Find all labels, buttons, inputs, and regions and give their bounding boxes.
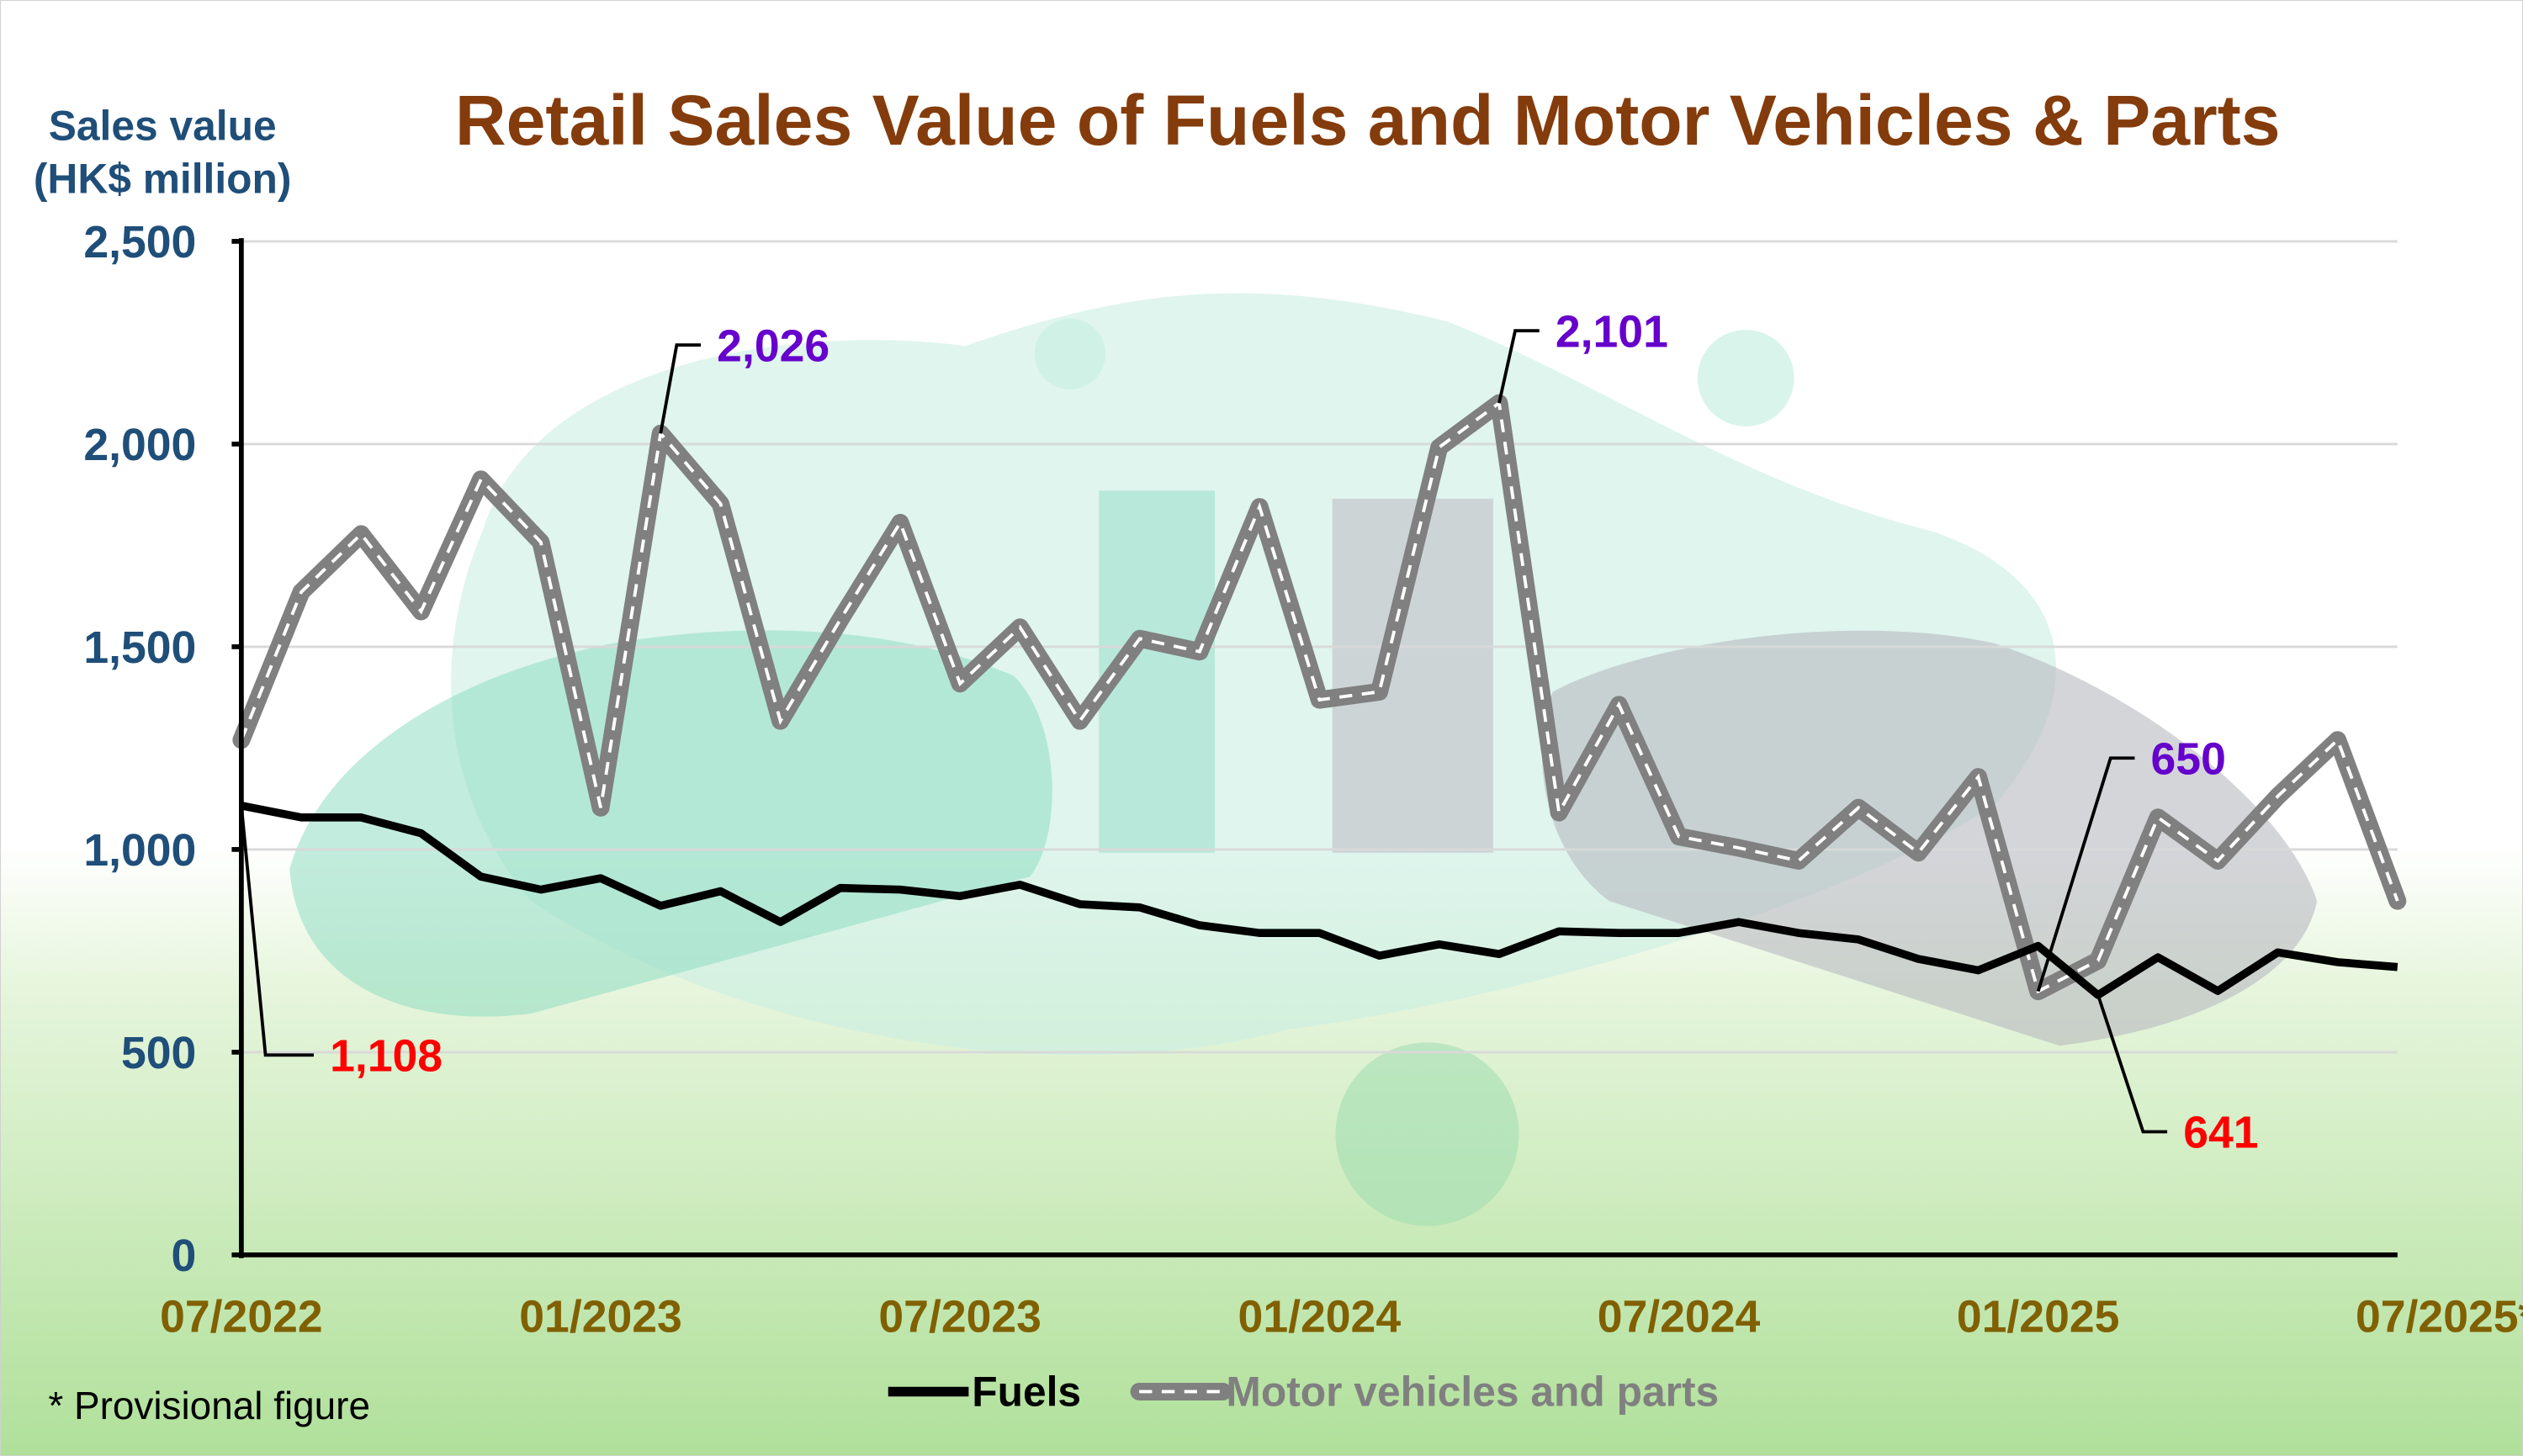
annotation-label: 650 — [2151, 734, 2226, 784]
y-tick-label: 2,500 — [83, 218, 196, 267]
footnote: * Provisional figure — [48, 1384, 370, 1427]
chart-title: Retail Sales Value of Fuels and Motor Ve… — [455, 81, 2281, 160]
y-axis-label-line1: Sales value — [49, 102, 277, 149]
mint-circle — [1697, 330, 1794, 426]
annotation-leader-line — [1497, 329, 1540, 404]
x-tick-label: 01/2023 — [519, 1293, 682, 1342]
annotation-label: 2,101 — [1556, 307, 1668, 357]
x-tick-label: 07/2025* — [2356, 1293, 2523, 1342]
legend-fuels-label: Fuels — [972, 1369, 1081, 1416]
series-line-fuels — [240, 802, 2398, 999]
y-tick-label: 1,000 — [83, 826, 196, 876]
green-circle — [1335, 1042, 1519, 1226]
teal-car-illustration — [289, 630, 1052, 1017]
y-tick-label: 0 — [172, 1231, 197, 1281]
annotation-leader-line — [239, 805, 314, 1057]
x-tick-label: 01/2024 — [1238, 1293, 1402, 1342]
legend: Fuels Motor vehicles and parts — [888, 1369, 1719, 1416]
y-tick-label: 2,000 — [83, 421, 196, 470]
x-tick-label: 01/2025 — [1957, 1293, 2120, 1342]
mint-circle — [1034, 318, 1105, 389]
annotation-leader-line — [2096, 994, 2168, 1134]
x-tick-label: 07/2022 — [160, 1293, 323, 1342]
annotation-leader-line — [2036, 756, 2135, 993]
annotation-label: 1,108 — [330, 1031, 443, 1081]
annotation-label: 641 — [2183, 1109, 2258, 1158]
x-tick-label: 07/2024 — [1598, 1293, 1761, 1342]
annotation-leader-line — [659, 343, 702, 434]
x-tick-label: 07/2023 — [878, 1293, 1042, 1342]
y-tick-label: 1,500 — [83, 623, 196, 673]
y-tick-label: 500 — [121, 1029, 196, 1078]
legend-motor-label: Motor vehicles and parts — [1226, 1369, 1719, 1416]
annotation-label: 2,026 — [717, 321, 830, 371]
y-axis-label-line2: (HK$ million) — [34, 156, 292, 203]
